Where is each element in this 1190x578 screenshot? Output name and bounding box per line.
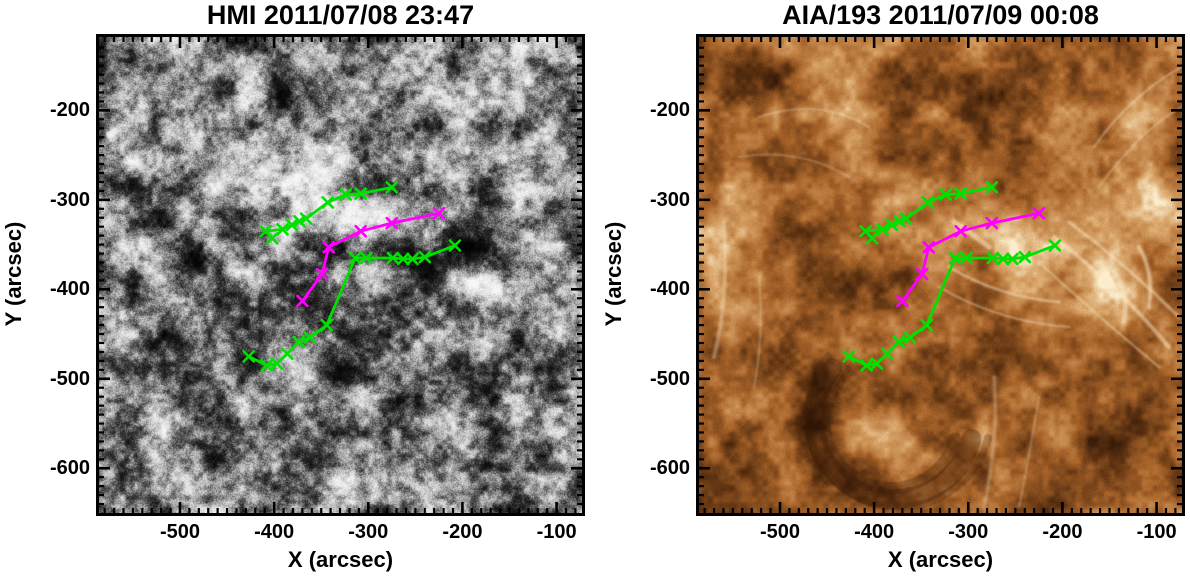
y-tick-label: -600 [49, 457, 90, 480]
x-tick-label: -400 [854, 521, 895, 543]
trace-line-0 [864, 185, 994, 240]
trace-markers-0 [859, 181, 999, 245]
x-tick-label: -300 [348, 521, 389, 543]
panel-aia: AIA/193 2011/07/09 00:08 Y (arcsec) X (a… [600, 0, 1190, 578]
y-tick-label: -600 [649, 457, 690, 480]
x-tick-label: -400 [254, 521, 295, 543]
hmi-magnetogram-image [99, 37, 582, 513]
y-tick-label: -500 [649, 367, 690, 390]
y-tick-label: -300 [649, 188, 690, 211]
y-tick-label: -500 [49, 367, 90, 390]
trace-markers-0 [259, 181, 399, 245]
aia-axes-and-traces-overlay [699, 37, 1182, 513]
trace-markers-2 [842, 239, 1062, 372]
panel-hmi: HMI 2011/07/08 23:47 Y (arcsec) X (arcse… [0, 0, 590, 578]
x-tick-label: -200 [1042, 521, 1083, 543]
trace-markers-2 [242, 239, 462, 372]
panel-title-aia: AIA/193 2011/07/09 00:08 [782, 0, 1099, 30]
trace-line-2 [247, 244, 457, 367]
y-tick-label: -400 [49, 278, 90, 301]
y-tick-label: -300 [49, 188, 90, 211]
x-tick-label: -100 [1136, 521, 1177, 543]
y-tick-label: -200 [49, 99, 90, 122]
hmi-axes-and-traces-overlay [99, 37, 582, 513]
panel-title-hmi: HMI 2011/07/08 23:47 [206, 0, 475, 30]
x-tick-label: -500 [759, 521, 800, 543]
trace-line-0 [264, 185, 394, 240]
x-tick-label: -200 [442, 521, 483, 543]
y-axis-title-aia: Y (arcsec) [601, 221, 626, 327]
y-axis-title-hmi: Y (arcsec) [1, 221, 26, 327]
trace-line-2 [847, 244, 1057, 367]
x-tick-label: -100 [536, 521, 577, 543]
trace-markers-1 [296, 207, 446, 308]
y-tick-label: -200 [649, 99, 690, 122]
x-tick-label: -300 [948, 521, 989, 543]
x-axis-title-hmi: X (arcsec) [287, 547, 394, 572]
x-tick-label: -500 [159, 521, 200, 543]
hmi-plot-area [96, 34, 585, 516]
trace-markers-1 [896, 207, 1046, 308]
aia-193-image [699, 37, 1182, 513]
x-axis-title-aia: X (arcsec) [887, 547, 994, 572]
y-tick-label: -400 [649, 278, 690, 301]
aia-plot-area [696, 34, 1185, 516]
